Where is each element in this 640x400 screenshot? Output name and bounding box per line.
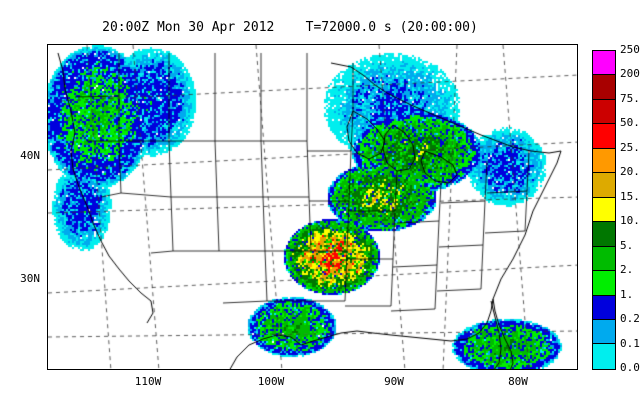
colorbar-tick-75: 75. (620, 94, 640, 104)
colorbar-band-2 (593, 271, 615, 295)
map-plot-area (47, 44, 578, 370)
colorbar-band-20 (593, 173, 615, 197)
colorbar-band-75 (593, 100, 615, 124)
colorbar-band-50 (593, 124, 615, 148)
colorbar-tick-200: 200. (620, 69, 640, 79)
colorbar-band-25 (593, 149, 615, 173)
x-tick-label-100w: 100W (246, 375, 296, 388)
colorbar-band-010 (593, 344, 615, 368)
colorbar-band-1 (593, 296, 615, 320)
page-title: 20:00Z Mon 30 Apr 2012 T=72000.0 s (20:0… (0, 20, 580, 35)
precipitation-field-canvas (48, 45, 577, 369)
colorbar-tick-5: 5. (620, 241, 633, 251)
colorbar-band-15 (593, 198, 615, 222)
colorbar-tick-001: 0.01 (620, 363, 640, 373)
radar-map-figure: 20:00Z Mon 30 Apr 2012 T=72000.0 s (20:0… (0, 0, 640, 400)
colorbar-tick-25: 25. (620, 143, 640, 153)
colorbar (592, 50, 616, 370)
colorbar-band-10 (593, 222, 615, 246)
colorbar-tick-250: 250. (620, 45, 640, 55)
colorbar-band-025 (593, 320, 615, 344)
y-tick-label-30n: 30N (6, 272, 40, 285)
colorbar-band-250 (593, 51, 615, 75)
colorbar-band-5 (593, 247, 615, 271)
x-tick-label-80w: 80W (493, 375, 543, 388)
colorbar-tick-010: 0.10 (620, 339, 640, 349)
x-tick-label-90w: 90W (369, 375, 419, 388)
colorbar-tick-1: 1. (620, 290, 633, 300)
colorbar-tick-2: 2. (620, 265, 633, 275)
colorbar-tick-15: 15. (620, 192, 640, 202)
colorbar-tick-20: 20. (620, 167, 640, 177)
colorbar-tick-10: 10. (620, 216, 640, 226)
colorbar-band-200 (593, 75, 615, 99)
y-tick-label-40n: 40N (6, 149, 40, 162)
x-tick-label-110w: 110W (123, 375, 173, 388)
colorbar-tick-025: 0.25 (620, 314, 640, 324)
colorbar-tick-50: 50. (620, 118, 640, 128)
